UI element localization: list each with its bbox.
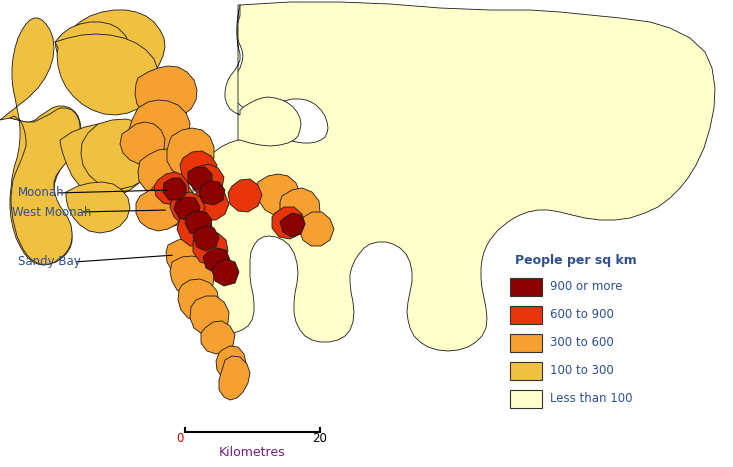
Bar	[510, 390, 542, 408]
Bar	[510, 362, 542, 380]
Polygon shape	[193, 233, 228, 265]
Text: Moonah: Moonah	[18, 186, 65, 199]
Polygon shape	[299, 212, 334, 246]
Polygon shape	[166, 238, 209, 279]
Polygon shape	[55, 22, 132, 84]
Polygon shape	[135, 66, 197, 121]
Polygon shape	[185, 211, 212, 236]
Text: Less than 100: Less than 100	[550, 392, 633, 405]
Polygon shape	[201, 321, 235, 354]
Polygon shape	[193, 226, 219, 251]
Text: People per sq km: People per sq km	[515, 254, 637, 267]
Text: 300 to 600: 300 to 600	[550, 337, 614, 349]
Polygon shape	[70, 14, 157, 96]
Text: West Moonah: West Moonah	[12, 205, 92, 219]
Polygon shape	[150, 90, 188, 124]
Polygon shape	[203, 248, 230, 273]
Polygon shape	[190, 296, 229, 335]
Polygon shape	[256, 174, 300, 215]
Polygon shape	[188, 167, 212, 190]
Text: 600 to 900: 600 to 900	[550, 309, 614, 321]
Polygon shape	[81, 119, 158, 189]
Polygon shape	[190, 164, 224, 196]
Polygon shape	[180, 151, 217, 186]
Polygon shape	[212, 259, 239, 286]
Polygon shape	[216, 346, 246, 380]
Polygon shape	[163, 178, 186, 200]
Polygon shape	[170, 192, 205, 224]
Polygon shape	[120, 122, 165, 164]
Polygon shape	[167, 128, 214, 178]
Polygon shape	[272, 207, 305, 239]
Polygon shape	[151, 180, 196, 226]
Polygon shape	[70, 16, 157, 94]
Polygon shape	[0, 18, 81, 265]
Polygon shape	[170, 256, 214, 297]
Text: Kilometres: Kilometres	[219, 446, 286, 459]
Polygon shape	[193, 2, 715, 351]
Polygon shape	[192, 188, 229, 220]
Polygon shape	[280, 188, 320, 228]
Polygon shape	[55, 34, 159, 115]
Polygon shape	[177, 213, 213, 246]
Polygon shape	[138, 149, 190, 197]
Polygon shape	[219, 356, 250, 400]
Text: 900 or more: 900 or more	[550, 281, 622, 293]
Polygon shape	[67, 10, 165, 92]
Polygon shape	[66, 182, 130, 233]
Polygon shape	[174, 197, 200, 221]
Polygon shape	[280, 213, 305, 237]
Polygon shape	[178, 279, 219, 322]
Bar	[510, 334, 542, 352]
Polygon shape	[225, 5, 301, 146]
Polygon shape	[60, 124, 147, 197]
Polygon shape	[228, 179, 262, 212]
Polygon shape	[10, 108, 80, 265]
Text: Sandy Bay: Sandy Bay	[18, 255, 81, 269]
Text: 100 to 300: 100 to 300	[550, 365, 614, 377]
Text: 20: 20	[312, 432, 328, 445]
Bar	[510, 278, 542, 296]
Polygon shape	[199, 181, 225, 205]
Bar	[510, 306, 542, 324]
Text: 0: 0	[177, 432, 184, 445]
Polygon shape	[154, 172, 189, 205]
Polygon shape	[136, 188, 182, 231]
Polygon shape	[129, 100, 190, 157]
